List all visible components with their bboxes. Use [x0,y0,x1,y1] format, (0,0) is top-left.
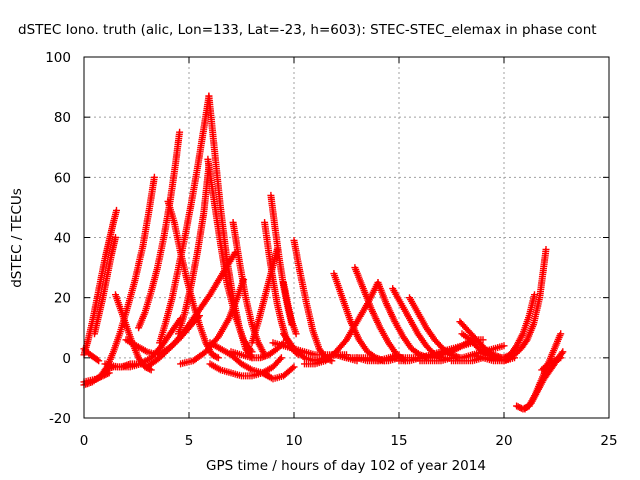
series-markers [248,246,281,347]
y-tick-label: -20 [49,411,71,427]
series-markers [504,246,550,362]
series-markers [538,354,565,374]
data-series [280,279,300,338]
y-axis-label: dSTEC / TECUs [9,188,25,288]
data-series [504,246,550,362]
series-markers [229,219,269,359]
series-markers [259,363,298,383]
x-axis-label: GPS time / hours of day 102 of year 2014 [206,458,486,474]
x-tick-label: 0 [80,433,89,449]
x-tick-label: 15 [390,433,407,449]
data-series [229,219,269,359]
data-series [290,237,336,365]
data-series [135,128,184,332]
x-tick-label: 10 [285,433,302,449]
x-tick-label: 5 [185,433,194,449]
plot-data [80,92,567,413]
y-tick-label: 100 [45,50,71,66]
data-series [80,206,120,359]
data-series [538,354,565,374]
series-markers [290,237,336,365]
y-tick-label: 40 [54,231,71,247]
y-tick-label: 0 [62,351,71,367]
axis-ticks: 0 5 10 15 20 25 -20 0 20 40 60 80 100 [45,50,617,449]
data-series [91,234,119,338]
series-markers [135,128,184,332]
x-tick-label: 20 [495,433,512,449]
data-series [259,363,298,383]
series-markers [91,234,119,338]
y-tick-label: 80 [54,110,71,126]
series-markers [280,279,300,338]
chart-title: dSTEC Iono. truth (alic, Lon=133, Lat=-2… [18,22,597,38]
y-tick-label: 20 [54,291,71,307]
series-markers [80,206,120,359]
y-tick-label: 60 [54,170,71,186]
x-tick-label: 25 [600,433,617,449]
data-series [248,246,281,347]
